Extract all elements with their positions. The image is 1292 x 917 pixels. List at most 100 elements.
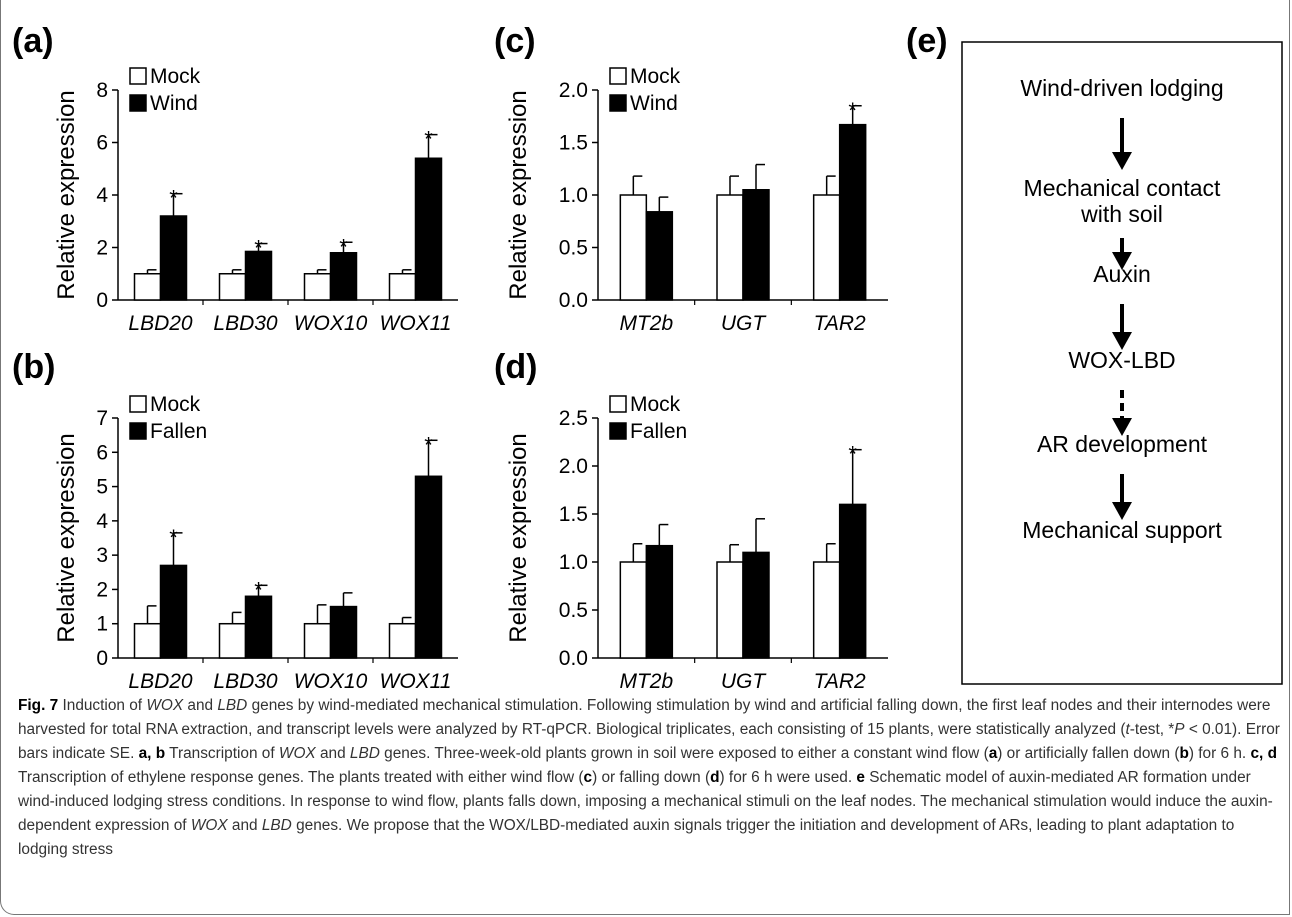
y-tick-label: 0.0 (559, 289, 588, 312)
y-tick-label: 0.0 (559, 647, 588, 670)
chart-panel: 0.0 0.5 1.0 1.5 2.0 2.5 Relative expression MT2… (505, 393, 888, 690)
legend-label: Mock (150, 65, 201, 88)
mock-bar (619, 561, 648, 659)
x-tick-label: UGT (721, 670, 768, 690)
legend-label: Wind (630, 92, 678, 115)
schematic-step-line: Mechanical contact (1024, 175, 1221, 201)
y-tick-label: 0.5 (559, 237, 588, 260)
wind-bar (742, 189, 770, 301)
mock-bar (812, 194, 841, 301)
chart-panel: 0 1 2 3 4 5 6 7 Relative expression LBD20 * LBD30 * W… (53, 393, 458, 690)
x-tick-label: WOX10 (294, 312, 368, 335)
schematic-arrow-head (1112, 332, 1132, 350)
x-tick-label: TAR2 (814, 670, 866, 690)
legend-label: Mock (630, 65, 681, 88)
y-axis-label: Relative expression (505, 90, 532, 299)
y-axis-label: Relative expression (53, 433, 80, 642)
fallen-bar (742, 551, 770, 659)
significance-star: * (424, 127, 433, 152)
caption-text: ) for 6 h. (1188, 745, 1251, 762)
x-tick-label: MT2b (619, 670, 673, 690)
mock-bar (218, 273, 247, 301)
schematic-step: WOX-LBD (1068, 347, 1175, 373)
figure-caption: Fig. 7 Induction of WOX and LBD genes by… (18, 694, 1280, 862)
caption-bold: e (856, 769, 865, 786)
caption-fig-label: Fig. 7 (18, 697, 59, 714)
caption-italic: WOX (278, 745, 316, 762)
wind-bar (244, 250, 273, 301)
schematic-step: Mechanical contact with soil (1024, 175, 1221, 227)
mock-bar (812, 561, 841, 659)
caption-italic: t (1125, 721, 1130, 738)
schematic-step-line: with soil (1080, 201, 1163, 227)
caption-text: Transcription of (165, 745, 279, 762)
legend-swatch (609, 422, 627, 440)
caption-bold: c (583, 769, 593, 786)
x-tick-label: WOX10 (294, 670, 368, 690)
wind-bar (329, 252, 358, 301)
caption-text: genes. Three-week-old plants grown in so… (379, 745, 989, 762)
legend-swatch (609, 94, 627, 112)
x-tick-label: WOX11 (380, 670, 452, 690)
schematic-arrow-head (1112, 252, 1132, 270)
caption-italic: LBD (261, 817, 292, 834)
fallen-bar (414, 475, 443, 659)
y-tick-label: 1.0 (559, 551, 588, 574)
caption-text: ) for 6 h were used. (719, 769, 857, 786)
caption-text: Transcription of ethylene response genes… (18, 769, 584, 786)
caption-text: ) or artificially fallen down ( (997, 745, 1180, 762)
wind-bar (645, 211, 674, 301)
significance-star: * (424, 432, 433, 457)
caption-text: -test, * (1129, 721, 1175, 738)
schematic-step-line: Wind-driven lodging (1020, 75, 1223, 101)
x-tick-label: TAR2 (814, 312, 866, 335)
y-axis-label: Relative expression (505, 433, 532, 642)
caption-text: ) or falling down ( (592, 769, 711, 786)
mock-bar (218, 622, 247, 659)
y-tick-label: 2 (96, 237, 108, 260)
y-tick-label: 0 (96, 289, 108, 312)
legend-swatch (129, 395, 147, 413)
caption-italic: WOX (190, 817, 228, 834)
y-tick-label: 4 (96, 510, 108, 533)
caption-text: < 0.01). Error bars indicate SE. (18, 721, 1280, 762)
caption-bold: b (1179, 745, 1189, 762)
caption-bold: c, d (1250, 745, 1277, 762)
panel-label-c: (c) (494, 22, 536, 60)
caption-bold: a, b (138, 745, 166, 762)
panel-label-e: (e) (906, 22, 948, 60)
wind-bar (159, 215, 188, 301)
legend-swatch (129, 94, 147, 112)
y-tick-label: 3 (96, 544, 108, 567)
y-tick-label: 6 (96, 132, 108, 155)
y-tick-label: 1.5 (559, 132, 588, 155)
significance-star: * (169, 186, 178, 211)
schematic-step-line: WOX-LBD (1068, 347, 1175, 373)
panel-label-a: (a) (12, 22, 54, 60)
fallen-bar (645, 544, 674, 659)
y-tick-label: 6 (96, 441, 108, 464)
y-tick-label: 2.0 (559, 455, 588, 478)
fallen-bar (244, 595, 273, 659)
significance-star: * (848, 98, 857, 123)
caption-text: and (227, 817, 262, 834)
x-tick-label: LBD30 (213, 670, 278, 690)
mock-bar (716, 561, 744, 659)
mock-bar (303, 622, 332, 659)
legend-swatch (129, 67, 147, 85)
y-tick-label: 1.5 (559, 503, 588, 526)
legend-label: Fallen (630, 420, 687, 443)
y-tick-label: 4 (96, 184, 108, 207)
significance-star: * (169, 525, 178, 550)
y-tick-label: 1 (96, 613, 108, 636)
schematic-arrow-head (1112, 502, 1132, 520)
caption-bold: a (988, 745, 998, 762)
caption-text: Schematic model of auxin-mediated AR for… (18, 769, 1273, 834)
y-tick-label: 7 (96, 407, 108, 430)
legend-swatch (129, 422, 147, 440)
panel-label-d: (d) (494, 348, 537, 386)
mock-bar (388, 622, 417, 659)
significance-star: * (254, 577, 263, 602)
caption-text: genes by wind-mediated mechanical stimul… (18, 697, 1271, 738)
